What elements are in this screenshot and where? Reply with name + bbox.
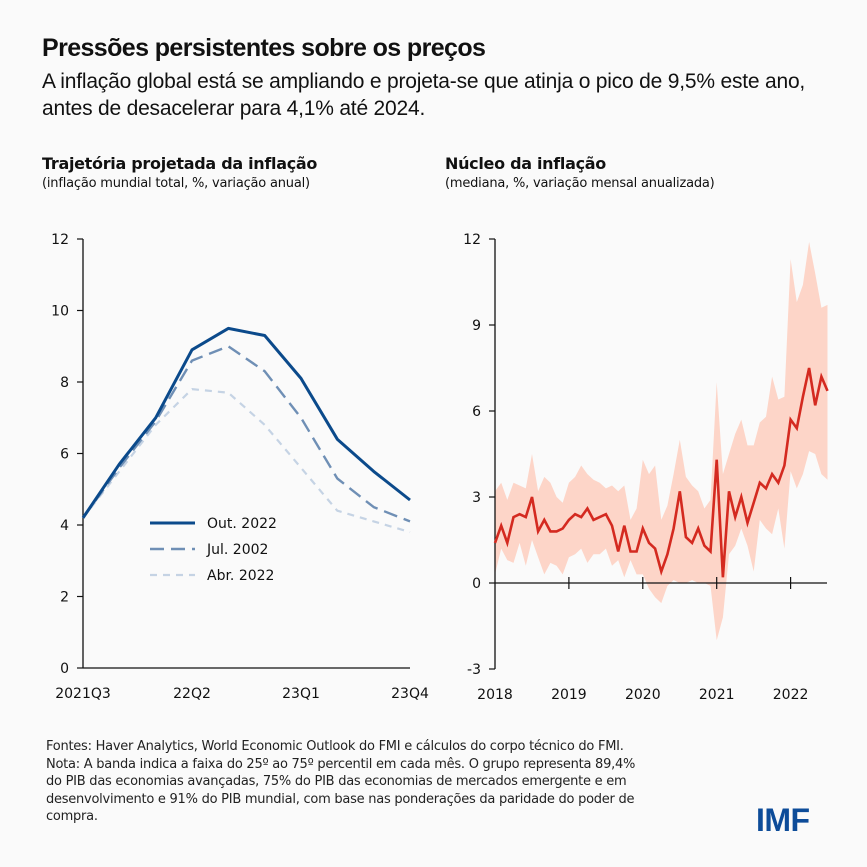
x-tick-label: 23Q4 [391, 686, 429, 702]
x-tick-label: 2018 [477, 687, 513, 703]
legend-label: Out. 2022 [207, 516, 277, 532]
x-tick-label: 23Q1 [282, 686, 320, 702]
x-tick-label: 2022 [773, 687, 809, 703]
series-line-out-2022 [81, 326, 411, 519]
y-tick-label: -3 [467, 662, 481, 678]
right-panel-subtitle: (mediana, %, variação mensal anualizada) [445, 176, 715, 191]
y-tick-label: 3 [472, 490, 481, 506]
note-line: desenvolvimento e 91% do PIB mundial, co… [46, 791, 635, 807]
y-tick-label: 0 [472, 576, 481, 592]
note-line: Fontes: Haver Analytics, World Economic … [46, 739, 624, 754]
legend-label: Abr. 2022 [207, 568, 274, 584]
source-notes: Fontes: Haver Analytics, World Economic … [46, 738, 766, 826]
projected-inflation-chart: 0 2 4 6 8 10 12 2021Q3 22Q2 23Q1 23Q4 Out. 2022 Jul.… [51, 232, 429, 702]
chart-subtitle: A inflação global está se ampliando e pr… [42, 70, 806, 120]
core-inflation-chart: -3 0 3 6 9 12 2018 2019 2020 2021 2022 [463, 232, 829, 703]
chart-title: Pressões persistentes sobre os preços [42, 34, 486, 62]
y-tick-label: 2 [60, 590, 69, 606]
series-line-jul-2002 [82, 345, 411, 523]
y-tick-label: 4 [60, 518, 69, 534]
note-line: compra. [46, 809, 98, 824]
median-line [493, 367, 829, 578]
y-tick-label: 8 [60, 375, 69, 391]
left-panel-title: Trajetória projetada da inflação [42, 154, 318, 173]
imf-logo: IMF [756, 802, 810, 838]
x-tick-label: 2021Q3 [55, 686, 111, 702]
left-panel-subtitle: (inflação mundial total, %, variação anu… [42, 176, 310, 191]
y-tick-label: 12 [463, 232, 481, 248]
note-line: Nota: A banda indica a faixa do 25º ao 7… [46, 756, 636, 772]
y-tick-label: 0 [60, 661, 69, 677]
percentile-band [495, 241, 828, 641]
note-line: do PIB das economias avançadas, 75% do P… [46, 774, 627, 789]
right-panel-title: Núcleo da inflação [445, 154, 606, 173]
x-tick-label: 2020 [625, 687, 661, 703]
y-tick-label: 6 [472, 404, 481, 420]
x-tick-label: 22Q2 [173, 686, 211, 702]
x-tick-label: 2019 [551, 687, 587, 703]
y-tick-label: 12 [51, 232, 69, 248]
y-tick-label: 6 [60, 447, 69, 463]
y-tick-label: 9 [472, 318, 481, 334]
x-tick-label: 2021 [699, 687, 735, 703]
legend-label: Jul. 2002 [206, 542, 268, 558]
y-tick-label: 10 [51, 304, 69, 320]
